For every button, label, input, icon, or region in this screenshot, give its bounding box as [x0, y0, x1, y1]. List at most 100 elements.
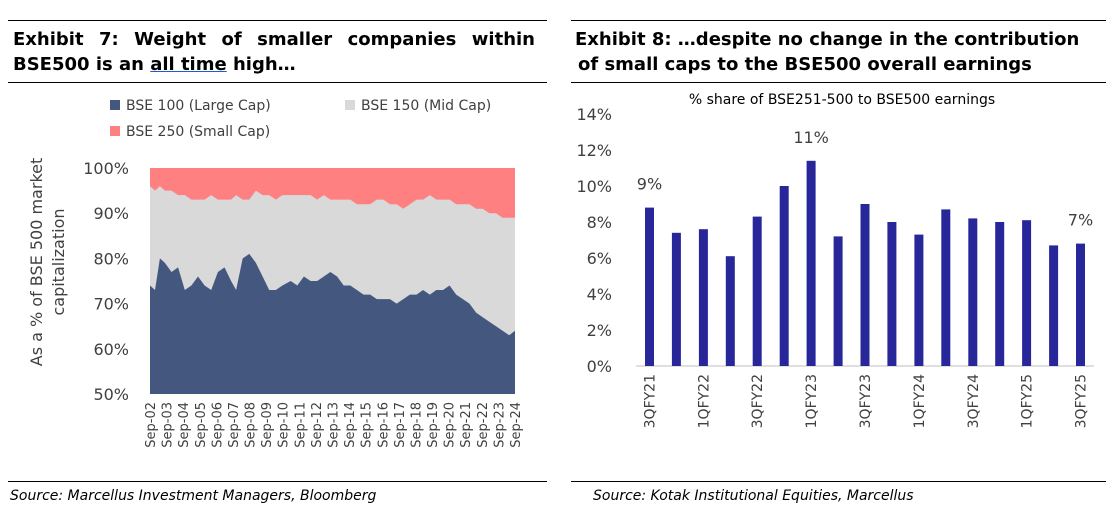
- exhibit7-title-line2: BSE500 is an all time high…: [13, 52, 535, 77]
- area-x-tick-label: Sep-23: [492, 402, 507, 448]
- bar-y-tick-label: 14%: [576, 105, 612, 124]
- area-y-tick-label: 70%: [93, 295, 129, 314]
- bar-1QFY25: [1022, 220, 1032, 366]
- exhibit8-title-line2: of small caps to the BSE500 overall earn…: [578, 54, 1032, 75]
- bar-1QFY24: [914, 234, 924, 366]
- bar-x-tick-label: 3QFY22: [750, 374, 766, 428]
- top-rule-right: [571, 20, 1106, 21]
- bar-x-tick-label: 1QFY24: [912, 374, 928, 428]
- bar-2QFY22: [725, 256, 735, 366]
- bar-y-tick-label: 8%: [587, 213, 612, 232]
- area-y-tick-label: 90%: [93, 204, 129, 223]
- area-x-tick-label: Sep-08: [244, 402, 259, 448]
- bar-y-tick-label: 4%: [587, 285, 612, 304]
- legend-swatch-large-cap: [110, 100, 120, 110]
- exhibit7-title-underlined: all time: [150, 54, 227, 75]
- area-x-tick-label: Sep-03: [161, 402, 176, 448]
- area-y-tick-label: 80%: [93, 249, 129, 268]
- legend-swatch-mid-cap: [345, 100, 355, 110]
- bar-series: [645, 160, 1085, 366]
- area-x-tick-label: Sep-12: [310, 402, 325, 448]
- area-x-tick-label: Sep-04: [177, 402, 192, 448]
- bar-4QFY23: [887, 222, 897, 366]
- area-y-axis-label-line1: As a % of BSE 500 market: [27, 158, 46, 367]
- bar-data-labels: 9% 11% 7%: [637, 128, 1093, 230]
- bar-2QFY25: [1049, 245, 1059, 366]
- exhibit7-source: Source: Marcellus Investment Managers, B…: [10, 488, 377, 504]
- bar-3QFY25: [1076, 243, 1085, 366]
- bar-data-label: 9%: [637, 175, 662, 194]
- bar-y-axis-ticks: 0% 2% 4% 6% 8% 10% 12% 14%: [576, 105, 612, 376]
- area-y-axis-ticks: 50% 60% 70% 80% 90% 100%: [83, 159, 129, 404]
- title-rule-right: [571, 82, 1106, 83]
- area-x-tick-label: Sep-11: [293, 402, 308, 448]
- exhibit8-title-line1: Exhibit 8: …despite no change in the con…: [575, 29, 1080, 50]
- market-cap-area-chart: BSE 100 (Large Cap) BSE 150 (Mid Cap) BS…: [27, 98, 524, 448]
- area-x-tick-label: Sep-17: [393, 402, 408, 448]
- area-x-tick-label: Sep-21: [459, 402, 474, 448]
- title-rule-left: [8, 82, 547, 83]
- area-x-tick-label: Sep-20: [443, 402, 458, 448]
- bar-x-tick-label: 3QFY21: [643, 374, 659, 428]
- bar-y-tick-label: 6%: [587, 249, 612, 268]
- legend-label-mid-cap: BSE 150 (Mid Cap): [361, 98, 491, 114]
- bar-data-label: 11%: [793, 128, 829, 147]
- area-x-tick-label: Sep-18: [410, 402, 425, 448]
- area-y-tick-label: 100%: [83, 159, 129, 178]
- bar-x-tick-label: 1QFY25: [1020, 374, 1036, 428]
- area-x-tick-label: Sep-22: [476, 402, 491, 448]
- bar-4QFY21: [671, 232, 681, 366]
- area-x-tick-label: Sep-14: [343, 402, 358, 448]
- bottom-rule-left: [8, 481, 547, 482]
- bar-y-tick-label: 12%: [576, 141, 612, 160]
- area-x-tick-label: Sep-05: [194, 402, 209, 448]
- area-x-tick-label: Sep-13: [327, 402, 342, 448]
- legend-label-large-cap: BSE 100 (Large Cap): [126, 98, 271, 114]
- area-y-tick-label: 60%: [93, 340, 129, 359]
- exhibit7-title-text-b: high…: [226, 54, 296, 75]
- area-x-tick-label: Sep-06: [210, 402, 225, 448]
- bar-y-tick-label: 10%: [576, 177, 612, 196]
- bar-x-axis-ticks: 3QFY21 1QFY22 3QFY22 1QFY23 3QFY23 1QFY24 3QFY…: [643, 374, 1090, 428]
- area-y-axis-label-line2: capitalization: [49, 208, 68, 315]
- bar-2QFY24: [941, 209, 951, 366]
- exhibit7-title-text-a: BSE500 is an: [13, 54, 151, 75]
- legend-label-small-cap: BSE 250 (Small Cap): [126, 124, 270, 140]
- area-x-tick-label: Sep-15: [360, 402, 375, 448]
- area-large-cap: [150, 253, 515, 394]
- area-legend: BSE 100 (Large Cap) BSE 150 (Mid Cap) BS…: [110, 98, 491, 140]
- bar-x-tick-label: 3QFY25: [1074, 374, 1090, 428]
- area-y-tick-label: 50%: [93, 385, 129, 404]
- bar-3QFY24: [968, 218, 978, 366]
- bar-x-tick-label: 3QFY23: [858, 374, 874, 428]
- area-x-tick-label: Sep-10: [277, 402, 292, 448]
- bar-x-tick-label: 1QFY22: [696, 374, 712, 428]
- area-x-tick-label: Sep-19: [426, 402, 441, 448]
- area-x-tick-label: Sep-24: [509, 402, 524, 448]
- bar-y-tick-label: 2%: [587, 321, 612, 340]
- area-x-tick-label: Sep-02: [144, 402, 159, 448]
- area-x-tick-label: Sep-07: [227, 402, 242, 448]
- exhibit7-title-line1: Exhibit 7: Weight of smaller companies w…: [13, 29, 535, 50]
- bar-4QFY22: [779, 186, 789, 366]
- bar-data-label: 7%: [1068, 211, 1093, 230]
- bar-3QFY22: [752, 216, 762, 366]
- bar-3QFY21: [645, 207, 654, 366]
- bar-x-tick-label: 1QFY23: [804, 374, 820, 428]
- bar-chart-title: % share of BSE251-500 to BSE500 earnings: [689, 92, 995, 108]
- area-x-axis-ticks: Sep-02 Sep-03 Sep-04 Sep-05 Sep-06 Sep-07 Sep-…: [144, 402, 524, 448]
- area-x-tick-label: Sep-09: [260, 402, 275, 448]
- bar-4QFY24: [995, 222, 1005, 366]
- bottom-rule-right: [571, 481, 1106, 482]
- bar-3QFY23: [860, 204, 870, 366]
- exhibit7-title: Exhibit 7: Weight of smaller companies w…: [13, 27, 535, 77]
- earnings-share-bar-chart: % share of BSE251-500 to BSE500 earnings…: [576, 92, 1094, 428]
- legend-swatch-small-cap: [110, 126, 120, 136]
- bar-2QFY23: [833, 236, 843, 366]
- bar-1QFY22: [698, 229, 708, 366]
- area-x-tick-label: Sep-16: [376, 402, 391, 448]
- exhibit8-title: Exhibit 8: …despite no change in the con…: [575, 27, 1095, 77]
- bar-1QFY23: [806, 160, 816, 366]
- exhibit8-source: Source: Kotak Institutional Equities, Ma…: [593, 488, 914, 504]
